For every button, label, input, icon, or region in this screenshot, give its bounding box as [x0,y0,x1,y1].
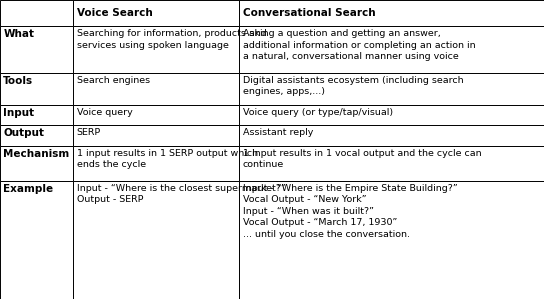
Text: Voice query: Voice query [77,108,132,117]
Text: Output: Output [3,128,44,138]
Text: Search engines: Search engines [77,76,150,85]
Bar [239,0,544,26]
Text: Searching for information, products and
services using spoken language: Searching for information, products and … [77,29,267,50]
Bar [73,73,239,105]
Text: Input - “Where is the Empire State Building?”
Vocal Output - “New York”
Input - : Input - “Where is the Empire State Build… [243,184,458,239]
Bar [0,0,73,26]
Bar [73,125,239,146]
Bar [239,26,544,73]
Bar [0,181,73,299]
Bar [73,0,239,26]
Bar [0,73,73,105]
Bar [239,146,544,181]
Bar [239,73,544,105]
Bar [239,105,544,125]
Text: Example: Example [3,184,53,194]
Text: Input - “Where is the closest supermarket?”
Output - SERP: Input - “Where is the closest supermarke… [77,184,286,204]
Bar [239,181,544,299]
Bar [0,125,73,146]
Text: Digital assistants ecosystem (including search
engines, apps,...): Digital assistants ecosystem (including … [243,76,463,96]
Text: Conversational Search: Conversational Search [243,8,375,18]
Text: Voice Search: Voice Search [77,8,152,18]
Text: Input: Input [3,108,34,118]
Text: Assistant reply: Assistant reply [243,128,313,137]
Text: Mechanism: Mechanism [3,149,70,158]
Bar [239,125,544,146]
Text: Tools: Tools [3,76,33,86]
Bar [73,181,239,299]
Text: What: What [3,29,34,39]
Bar [73,26,239,73]
Text: Asking a question and getting an answer,
additional information or completing an: Asking a question and getting an answer,… [243,29,475,61]
Text: SERP: SERP [77,128,101,137]
Bar [73,146,239,181]
Text: Voice query (or type/tap/visual): Voice query (or type/tap/visual) [243,108,393,117]
Bar [0,26,73,73]
Text: 1 input results in 1 SERP output which
ends the cycle: 1 input results in 1 SERP output which e… [77,149,258,169]
Bar [73,105,239,125]
Text: 1 input results in 1 vocal output and the cycle can
continue: 1 input results in 1 vocal output and th… [243,149,481,169]
Bar [0,146,73,181]
Bar [0,105,73,125]
